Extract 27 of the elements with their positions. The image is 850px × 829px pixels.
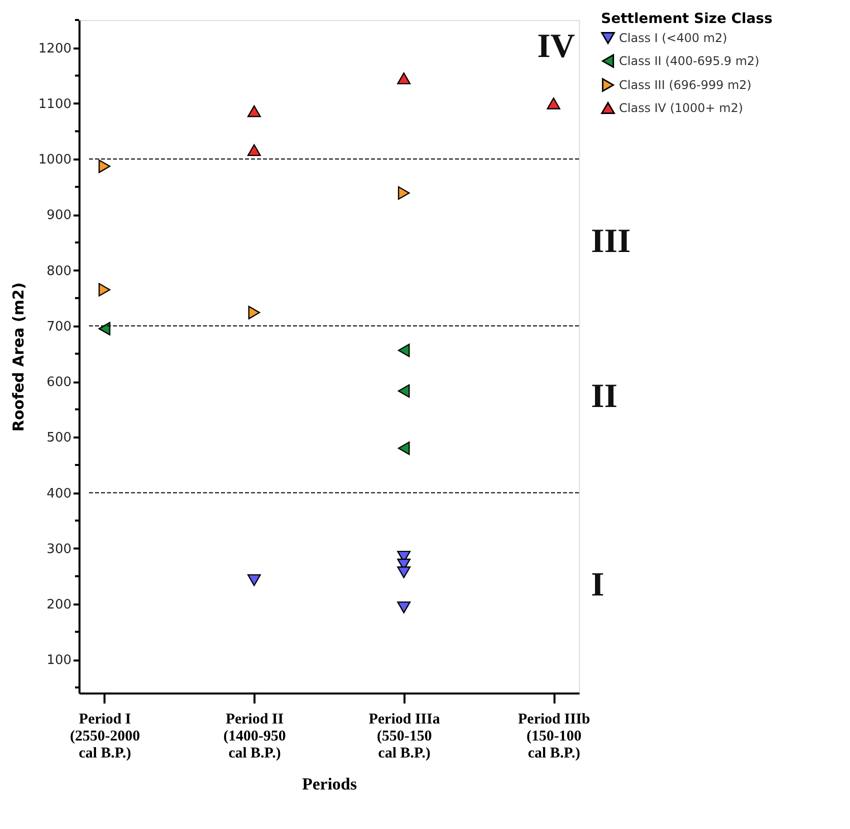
y-tick-label: 1200 <box>38 41 72 56</box>
y-tick-label: 1100 <box>38 96 72 112</box>
x-tick-label: Period IIIa (550-150 cal B.P.) <box>368 712 440 762</box>
legend-title: Settlement Size Class <box>601 11 772 27</box>
x-tick-label: Period I (2550-2000 cal B.P.) <box>70 712 140 762</box>
text: I <box>591 566 604 604</box>
y-tick-label: 100 <box>46 653 72 668</box>
x-axis-title: Periods <box>302 774 358 794</box>
y-tick-label: 900 <box>46 208 72 224</box>
y-tick-label: 400 <box>46 486 72 502</box>
text: III <box>591 223 631 260</box>
legend-label: Class I (<400 m2) <box>619 31 728 45</box>
legend-label: Class III (696-999 m2) <box>619 78 752 92</box>
y-tick-label: 800 <box>46 264 72 279</box>
y-tick-label: 300 <box>46 542 72 557</box>
legend-label: Class IV (1000+ m2) <box>619 101 744 115</box>
legend-label: Class II (400-695.9 m2) <box>619 54 760 68</box>
y-tick-label: 1000 <box>38 152 72 168</box>
x-tick-label: Period IIIb (150-100 cal B.P.) <box>518 712 590 762</box>
y-axis-title: Roofed Area (m2) <box>9 282 28 432</box>
y-tick-label: 700 <box>46 319 72 334</box>
y-tick-label: 600 <box>46 375 72 390</box>
y-tick-label: 200 <box>46 598 72 613</box>
annotation: IV <box>537 28 576 65</box>
text: II <box>591 378 618 415</box>
x-tick-label: Period II (1400-950 cal B.P.) <box>223 712 286 762</box>
y-tick-label: 500 <box>46 430 72 446</box>
